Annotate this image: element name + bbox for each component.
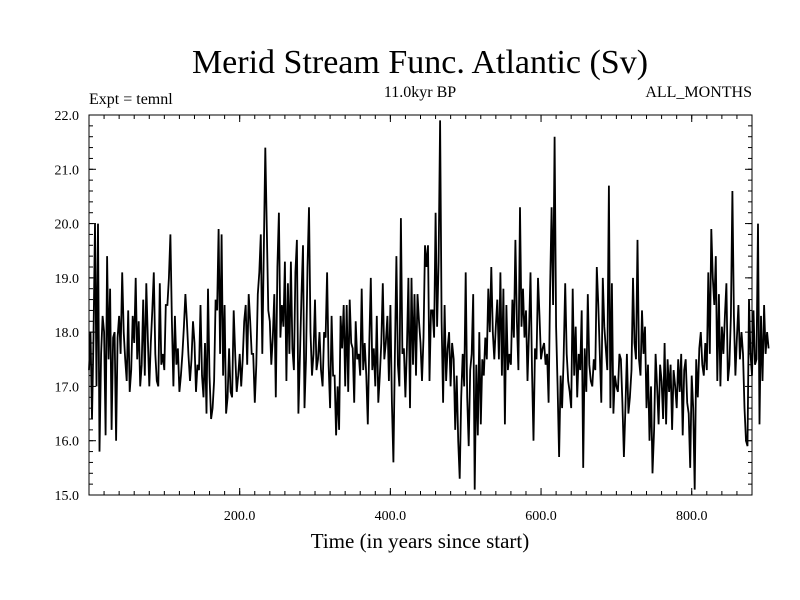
chart-subtitle: 11.0kyr BP (384, 84, 456, 101)
y-tick-label: 20.0 (55, 218, 80, 233)
y-tick-label: 19.0 (55, 272, 80, 287)
x-tick-label: 200.0 (224, 509, 256, 524)
y-tick-label: 18.0 (55, 326, 80, 341)
y-tick-label: 17.0 (55, 380, 80, 395)
y-tick-label: 22.0 (55, 109, 80, 124)
experiment-annotation: Expt = temnl (89, 91, 173, 108)
y-tick-label: 21.0 (55, 163, 80, 178)
x-axis: 200.0 400.0 600.0 800.0 (103, 115, 738, 524)
series-line (88, 120, 770, 490)
x-tick-label: 400.0 (375, 509, 407, 524)
x-tick-label: 800.0 (676, 509, 708, 524)
months-annotation: ALL_MONTHS (645, 84, 752, 101)
x-axis-label: Time (in years since start) (311, 529, 530, 553)
y-tick-label: 15.0 (55, 489, 80, 504)
y-tick-label: 16.0 (55, 435, 80, 450)
x-tick-label: 600.0 (525, 509, 557, 524)
chart-title: Merid Stream Func. Atlantic (Sv) (192, 44, 648, 81)
